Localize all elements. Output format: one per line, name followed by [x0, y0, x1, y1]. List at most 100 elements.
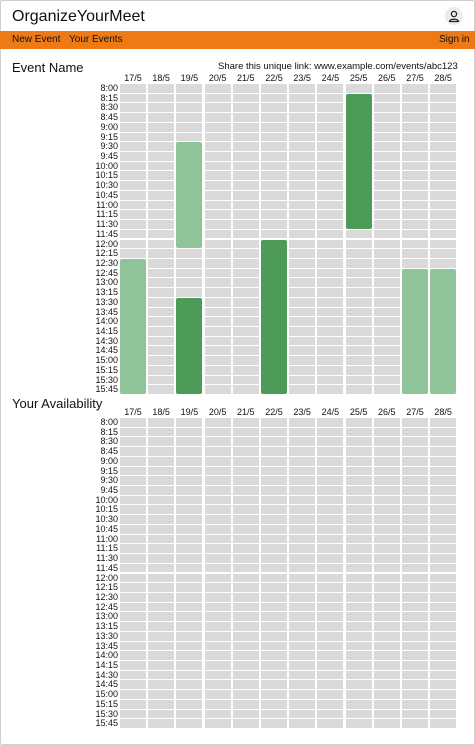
your-time-slot[interactable]	[345, 719, 372, 728]
your-time-slot[interactable]	[345, 447, 372, 456]
event-time-slot[interactable]	[120, 171, 146, 181]
event-time-slot[interactable]	[261, 346, 287, 357]
your-time-slot[interactable]	[289, 602, 316, 612]
your-time-slot[interactable]	[261, 661, 287, 670]
your-time-slot[interactable]	[430, 573, 457, 583]
event-time-slot[interactable]	[402, 122, 428, 132]
event-time-slot[interactable]	[430, 229, 457, 239]
event-time-slot[interactable]	[232, 103, 259, 113]
event-time-slot[interactable]	[402, 210, 428, 220]
your-time-slot[interactable]	[317, 476, 344, 485]
event-time-slot[interactable]	[120, 181, 146, 190]
event-time-slot[interactable]	[120, 132, 146, 142]
event-time-slot[interactable]	[289, 210, 316, 220]
your-time-slot[interactable]	[402, 670, 428, 680]
event-time-slot[interactable]	[402, 220, 428, 229]
event-time-slot[interactable]	[317, 297, 344, 307]
your-time-slot[interactable]	[289, 505, 316, 515]
event-time-slot[interactable]	[289, 258, 316, 268]
event-time-slot[interactable]	[289, 93, 316, 103]
your-time-slot[interactable]	[120, 709, 146, 719]
your-time-slot[interactable]	[373, 651, 400, 660]
event-time-slot[interactable]	[232, 113, 259, 122]
your-time-slot[interactable]	[373, 592, 400, 602]
your-time-slot[interactable]	[261, 476, 287, 485]
event-time-slot[interactable]	[232, 297, 259, 307]
your-time-slot[interactable]	[345, 631, 372, 641]
event-time-slot[interactable]	[317, 249, 344, 258]
your-time-slot[interactable]	[402, 573, 428, 583]
your-time-slot[interactable]	[176, 486, 203, 495]
event-time-slot[interactable]	[120, 142, 146, 151]
your-time-slot[interactable]	[289, 447, 316, 456]
your-time-slot[interactable]	[176, 544, 203, 554]
your-time-slot[interactable]	[317, 437, 344, 447]
event-time-slot[interactable]	[176, 288, 203, 297]
your-time-slot[interactable]	[204, 476, 231, 485]
event-time-slot[interactable]	[317, 307, 344, 317]
event-time-slot[interactable]	[176, 142, 203, 153]
event-time-slot[interactable]	[289, 278, 316, 288]
event-time-slot[interactable]	[232, 181, 259, 190]
your-time-slot[interactable]	[289, 534, 316, 544]
your-time-slot[interactable]	[402, 544, 428, 554]
your-time-slot[interactable]	[148, 456, 175, 466]
your-time-slot[interactable]	[120, 583, 146, 592]
event-time-slot[interactable]	[232, 210, 259, 220]
event-time-slot[interactable]	[317, 375, 344, 385]
your-time-slot[interactable]	[176, 427, 203, 437]
event-time-slot[interactable]	[204, 356, 231, 365]
event-time-slot[interactable]	[402, 268, 428, 279]
event-time-slot[interactable]	[176, 190, 203, 202]
your-time-slot[interactable]	[402, 641, 428, 651]
event-time-slot[interactable]	[430, 258, 457, 268]
your-time-slot[interactable]	[148, 573, 175, 583]
event-time-slot[interactable]	[289, 122, 316, 132]
event-time-slot[interactable]	[232, 93, 259, 103]
your-time-slot[interactable]	[261, 524, 287, 534]
event-time-slot[interactable]	[148, 210, 175, 220]
event-time-slot[interactable]	[430, 278, 457, 289]
event-time-slot[interactable]	[120, 152, 146, 161]
your-time-slot[interactable]	[176, 437, 203, 447]
your-time-slot[interactable]	[148, 719, 175, 728]
your-time-slot[interactable]	[317, 680, 344, 690]
your-time-slot[interactable]	[176, 612, 203, 622]
event-time-slot[interactable]	[261, 103, 287, 113]
event-time-slot[interactable]	[120, 103, 146, 113]
event-time-slot[interactable]	[289, 336, 316, 346]
your-time-slot[interactable]	[373, 690, 400, 699]
event-time-slot[interactable]	[402, 327, 428, 338]
your-time-slot[interactable]	[430, 447, 457, 456]
event-time-slot[interactable]	[204, 385, 231, 394]
your-time-slot[interactable]	[261, 680, 287, 690]
your-time-slot[interactable]	[176, 719, 203, 728]
event-time-slot[interactable]	[373, 84, 400, 93]
your-time-slot[interactable]	[402, 690, 428, 699]
event-time-slot[interactable]	[204, 249, 231, 258]
your-time-slot[interactable]	[317, 670, 344, 680]
your-time-slot[interactable]	[289, 544, 316, 554]
your-time-slot[interactable]	[430, 495, 457, 505]
your-time-slot[interactable]	[261, 563, 287, 573]
your-time-slot[interactable]	[430, 466, 457, 476]
your-time-slot[interactable]	[289, 515, 316, 524]
event-time-slot[interactable]	[148, 161, 175, 171]
event-time-slot[interactable]	[402, 239, 428, 249]
event-time-slot[interactable]	[345, 365, 372, 375]
event-time-slot[interactable]	[232, 132, 259, 142]
event-time-slot[interactable]	[317, 385, 344, 394]
event-time-slot[interactable]	[204, 161, 231, 171]
your-time-slot[interactable]	[345, 592, 372, 602]
your-time-slot[interactable]	[430, 602, 457, 612]
your-time-slot[interactable]	[148, 447, 175, 456]
your-time-slot[interactable]	[120, 427, 146, 437]
event-time-slot[interactable]	[120, 93, 146, 103]
event-time-slot[interactable]	[148, 346, 175, 356]
event-time-slot[interactable]	[261, 220, 287, 229]
event-time-slot[interactable]	[373, 288, 400, 297]
event-time-slot[interactable]	[402, 249, 428, 258]
your-time-slot[interactable]	[204, 651, 231, 660]
event-time-slot[interactable]	[120, 220, 146, 229]
event-time-slot[interactable]	[430, 220, 457, 229]
